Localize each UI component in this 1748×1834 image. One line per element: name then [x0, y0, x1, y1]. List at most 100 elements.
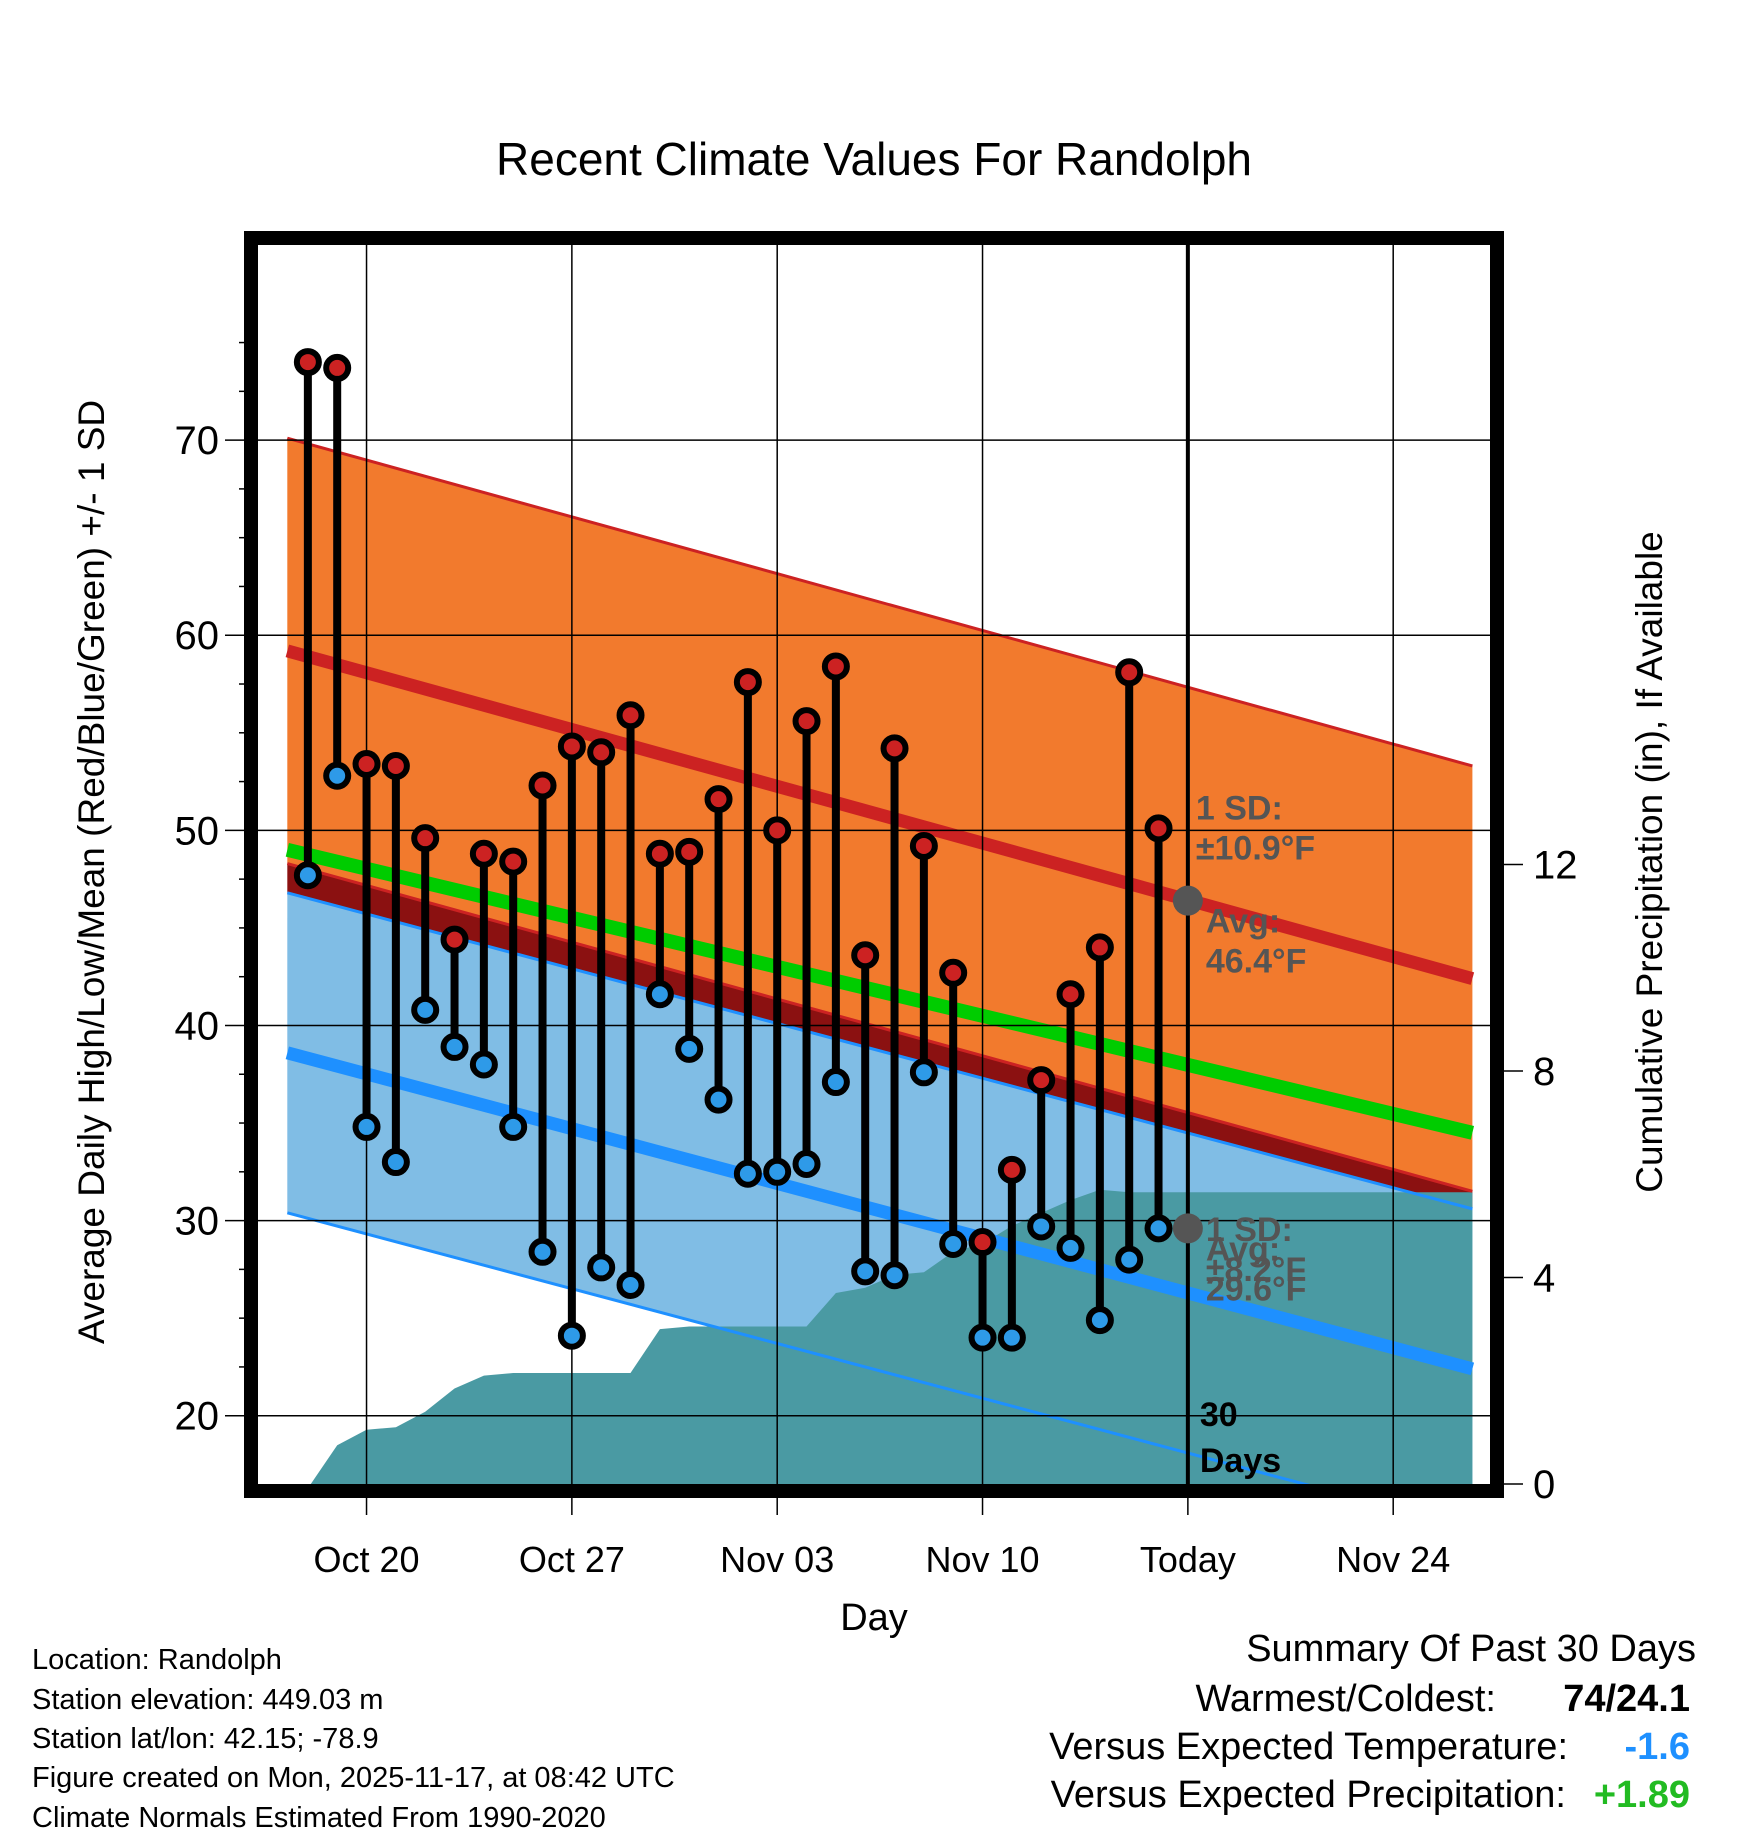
daily-high-point — [939, 958, 968, 987]
info-location: Location: Randolph — [32, 1644, 282, 1676]
daily-high-point — [469, 839, 498, 868]
low-avg-value: 29.6°F — [1206, 1270, 1307, 1308]
daily-high-point — [1085, 933, 1114, 962]
high-sd-label: 1 SD: — [1196, 789, 1283, 827]
high-avg-value: 46.4°F — [1206, 943, 1307, 981]
info-normals: Climate Normals Estimated From 1990-2020 — [32, 1802, 606, 1834]
daily-high-point — [616, 701, 645, 730]
chart-title: Recent Climate Values For Randolph — [496, 133, 1252, 185]
daily-low-point — [1027, 1212, 1056, 1241]
daily-low-point — [323, 761, 352, 790]
y-axis-label: Average Daily High/Low/Mean (Red/Blue/Gr… — [71, 400, 112, 1344]
daily-low-point — [909, 1058, 938, 1087]
daily-low-point — [645, 980, 674, 1009]
daily-low-point — [557, 1321, 586, 1350]
daily-low-point — [381, 1148, 410, 1177]
today-high-avg-marker — [1172, 885, 1203, 916]
daily-high-point — [733, 668, 762, 697]
daily-high-point — [557, 732, 586, 761]
daily-high-point — [792, 707, 821, 736]
daily-low-point — [821, 1068, 850, 1097]
summary-warmest-value: 74/24.1 — [1563, 1678, 1690, 1720]
y-tick-label: 30 — [175, 1200, 220, 1244]
daily-low-point — [587, 1253, 616, 1282]
daily-high-point — [440, 925, 469, 954]
info-latlon: Station lat/lon: 42.15; -78.9 — [32, 1723, 379, 1755]
daily-high-point — [352, 750, 381, 779]
y-tick-label: 70 — [175, 419, 220, 463]
y-tick-label: 60 — [175, 614, 220, 658]
low-sd-lower-edge — [286, 1211, 1310, 1484]
daily-low-point — [968, 1323, 997, 1352]
daily-high-point — [763, 816, 792, 845]
x-tick-label: Nov 03 — [720, 1539, 834, 1580]
daily-high-point — [1115, 658, 1144, 687]
daily-low-point — [616, 1270, 645, 1299]
daily-low-point — [411, 995, 440, 1024]
daily-low-point — [704, 1085, 733, 1114]
daily-high-point — [909, 831, 938, 860]
low-avg-label: Avg: — [1206, 1230, 1280, 1268]
normal-high-line — [285, 644, 1475, 985]
daily-low-point — [352, 1112, 381, 1141]
daily-high-point — [675, 837, 704, 866]
daily-low-point — [440, 1032, 469, 1061]
y2-tick-label: 8 — [1533, 1050, 1555, 1094]
y-tick-label: 20 — [175, 1395, 220, 1439]
y-tick-label: 40 — [175, 1004, 220, 1048]
daily-low-point — [1144, 1214, 1173, 1243]
x-tick-label: Nov 24 — [1336, 1539, 1450, 1580]
low-sd-value: ±8.2°F — [1206, 1251, 1306, 1289]
daily-low-point — [499, 1112, 528, 1141]
daily-low-point — [851, 1257, 880, 1286]
x-tick-label: Today — [1140, 1539, 1236, 1580]
daily-high-point — [587, 738, 616, 767]
daily-high-point — [821, 652, 850, 681]
daily-low-point — [1085, 1306, 1114, 1335]
high-sd-upper-edge — [286, 436, 1473, 768]
daily-high-point — [968, 1228, 997, 1257]
daily-high-point — [880, 734, 909, 763]
window-label-number: 30 — [1200, 1396, 1238, 1434]
x-tick-label: Oct 27 — [519, 1539, 625, 1580]
daily-high-point — [411, 824, 440, 853]
y2-tick-label: 12 — [1533, 844, 1578, 888]
daily-low-point — [733, 1159, 762, 1188]
daily-low-point — [528, 1237, 557, 1266]
summary-precip-label: Versus Expected Precipitation: — [1050, 1774, 1566, 1816]
y-tick-label: 50 — [175, 809, 220, 853]
daily-low-point — [880, 1261, 909, 1290]
daily-high-point — [499, 847, 528, 876]
daily-high-point — [381, 751, 410, 780]
daily-low-point — [763, 1157, 792, 1186]
summary-title: Summary Of Past 30 Days — [1246, 1628, 1696, 1670]
daily-low-point — [469, 1050, 498, 1079]
y2-axis-label: Cumulative Precipitation (in), If Availa… — [1629, 531, 1670, 1193]
window-label-days: Days — [1200, 1442, 1281, 1480]
x-tick-label: Oct 20 — [314, 1539, 420, 1580]
y2-tick-label: 4 — [1533, 1257, 1555, 1301]
daily-low-point — [293, 861, 322, 890]
daily-low-point — [1115, 1245, 1144, 1274]
daily-high-point — [997, 1155, 1026, 1184]
high-avg-label: Avg: — [1206, 903, 1280, 941]
x-tick-label: Nov 10 — [925, 1539, 1039, 1580]
daily-high-point — [1056, 980, 1085, 1009]
daily-low-point — [1056, 1233, 1085, 1262]
low-sd-label: 1 SD: — [1206, 1211, 1293, 1249]
summary-temp-label: Versus Expected Temperature: — [1049, 1726, 1568, 1768]
daily-high-point — [528, 771, 557, 800]
daily-high-point — [1027, 1066, 1056, 1095]
daily-high-point — [704, 785, 733, 814]
info-created: Figure created on Mon, 2025-11-17, at 08… — [32, 1762, 675, 1794]
daily-high-point — [851, 941, 880, 970]
x-axis-label: Day — [840, 1597, 908, 1639]
precip-area — [310, 1189, 1473, 1484]
daily-low-point — [792, 1150, 821, 1179]
daily-low-point — [675, 1034, 704, 1063]
info-elevation: Station elevation: 449.03 m — [32, 1684, 384, 1716]
band-overlap — [287, 863, 1473, 1209]
